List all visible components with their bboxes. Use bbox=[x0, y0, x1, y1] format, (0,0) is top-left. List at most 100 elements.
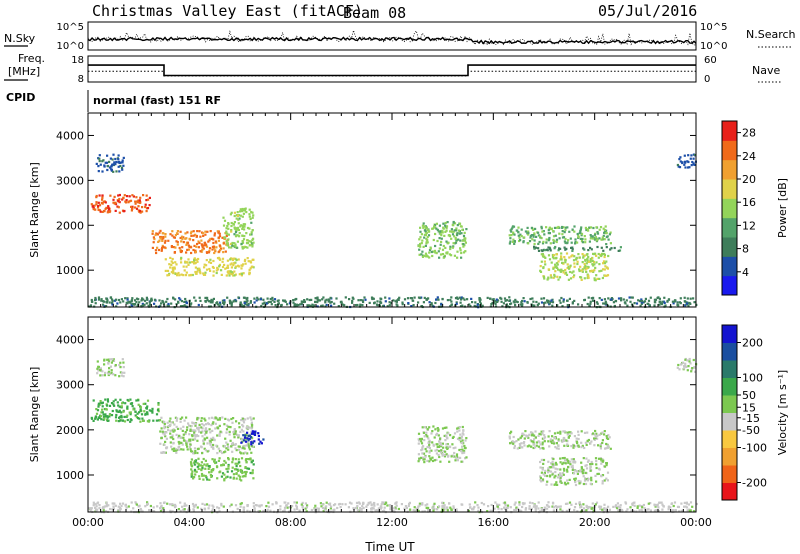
scatter-cell bbox=[580, 232, 584, 235]
scatter-cell bbox=[469, 305, 472, 308]
scatter-cell bbox=[589, 259, 592, 262]
scatter-cell bbox=[510, 230, 513, 233]
scatter-cell bbox=[494, 299, 497, 303]
scatter-cell bbox=[583, 431, 587, 434]
scatter-cell bbox=[545, 226, 548, 229]
scatter-cell bbox=[597, 256, 600, 259]
scatter-cell bbox=[585, 467, 589, 470]
scatter-cell bbox=[191, 273, 194, 277]
scatter-cell bbox=[217, 447, 220, 450]
scatter-cell bbox=[453, 235, 456, 238]
scatter-cell bbox=[513, 503, 516, 506]
scatter-cell bbox=[169, 424, 172, 427]
scatter-cell bbox=[416, 507, 419, 510]
scatter-cell bbox=[422, 458, 425, 461]
scatter-cell bbox=[148, 204, 151, 207]
scatter-cell bbox=[642, 503, 645, 507]
scatter-cell bbox=[672, 504, 675, 508]
scatter-cell bbox=[596, 232, 600, 235]
scatter-cell bbox=[667, 298, 670, 301]
scatter-cell bbox=[189, 305, 192, 308]
scatter-cell bbox=[545, 483, 548, 486]
colorbar-tick-label: -50 bbox=[742, 424, 760, 437]
scatter-cell bbox=[141, 210, 144, 213]
scatter-cell bbox=[247, 260, 250, 263]
colorbar-tick-label: 12 bbox=[742, 219, 756, 232]
scatter-cell bbox=[658, 303, 661, 306]
scatter-cell bbox=[249, 240, 252, 243]
scatter-cell bbox=[575, 437, 578, 440]
scatter-cell bbox=[241, 247, 244, 250]
scatter-cell bbox=[121, 358, 124, 361]
scatter-cell bbox=[240, 224, 243, 227]
scatter-cell bbox=[480, 501, 483, 505]
scatter-cell bbox=[508, 296, 511, 299]
scatter-cell bbox=[587, 505, 590, 509]
scatter-cell bbox=[551, 301, 555, 304]
scatter-cell bbox=[341, 503, 344, 506]
scatter-cell bbox=[533, 434, 536, 437]
scatter-cell bbox=[595, 501, 599, 504]
scatter-cell bbox=[228, 246, 231, 249]
scatter-cell bbox=[596, 437, 599, 440]
scatter-cell bbox=[271, 299, 274, 302]
scatter-cell bbox=[558, 505, 561, 508]
scatter-cell bbox=[174, 261, 177, 264]
scatter-cell bbox=[246, 303, 249, 306]
scatter-cell bbox=[205, 503, 209, 506]
scatter-cell bbox=[479, 302, 482, 305]
scatter-cell bbox=[452, 242, 455, 245]
scatter-cell bbox=[692, 163, 695, 166]
scatter-cell bbox=[571, 254, 574, 257]
scatter-cell bbox=[561, 509, 564, 512]
scatter-cell bbox=[461, 449, 464, 452]
scatter-cell bbox=[243, 471, 246, 474]
scatter-cell bbox=[111, 409, 114, 413]
scatter-cell bbox=[245, 298, 248, 301]
scatter-cell bbox=[191, 470, 194, 473]
scatter-cell bbox=[606, 274, 610, 277]
scatter-cell bbox=[145, 406, 148, 410]
scatter-cell bbox=[235, 477, 238, 480]
scatter-cell bbox=[234, 235, 238, 238]
scatter-cell bbox=[104, 413, 107, 416]
scatter-cell bbox=[235, 465, 238, 468]
scatter-cell bbox=[594, 474, 597, 477]
scatter-cell bbox=[159, 430, 162, 433]
scatter-cell bbox=[470, 297, 473, 300]
scatter-cell bbox=[414, 509, 417, 512]
scatter-cell bbox=[202, 478, 205, 481]
scatter-cell bbox=[245, 232, 248, 235]
scatter-cell bbox=[212, 297, 215, 300]
scatter-cell bbox=[593, 269, 596, 272]
scatter-cell bbox=[314, 297, 317, 300]
scatter-cell bbox=[467, 509, 470, 512]
scatter-cell bbox=[439, 253, 443, 256]
colorbar-segment bbox=[722, 140, 737, 161]
scatter-cell bbox=[111, 303, 114, 306]
scatter-cell bbox=[511, 440, 514, 443]
scatter-cell bbox=[431, 227, 434, 230]
scatter-cell bbox=[461, 432, 464, 435]
scatter-cell bbox=[503, 297, 507, 300]
scatter-cell bbox=[217, 256, 221, 259]
colorbar-tick-label: 28 bbox=[742, 127, 756, 140]
scatter-cell bbox=[692, 297, 695, 300]
scatter-cell bbox=[420, 253, 423, 256]
scatter-cell bbox=[242, 425, 245, 428]
scatter-cell bbox=[340, 302, 343, 305]
scatter-cell bbox=[98, 157, 101, 160]
scatter-cell bbox=[445, 426, 448, 429]
scatter-cell bbox=[636, 505, 639, 508]
scatter-cell bbox=[126, 398, 129, 402]
scatter-cell bbox=[520, 435, 524, 438]
scatter-cell bbox=[164, 435, 167, 438]
scatter-cell bbox=[600, 475, 603, 478]
scatter-cell bbox=[294, 298, 297, 301]
scatter-cell bbox=[562, 262, 565, 265]
scatter-cell bbox=[559, 301, 562, 304]
scatter-cell bbox=[572, 444, 575, 447]
scatter-cell bbox=[533, 504, 536, 507]
scatter-cell bbox=[589, 465, 592, 468]
scatter-cell bbox=[688, 357, 691, 361]
